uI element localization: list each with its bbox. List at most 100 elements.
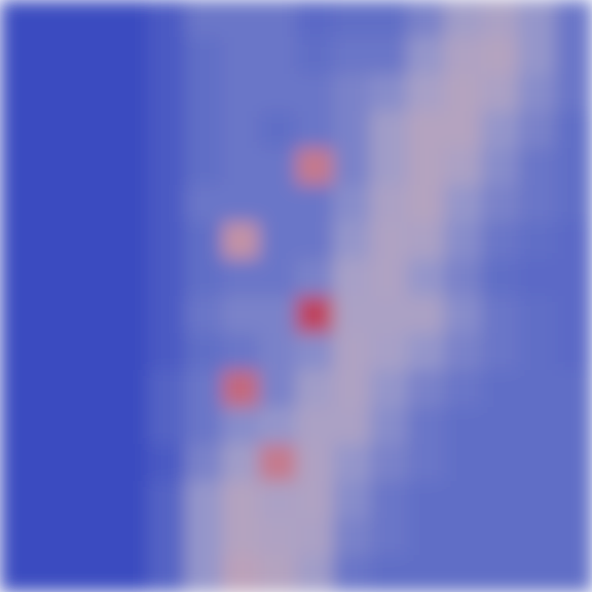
heatmap-cell <box>0 259 38 297</box>
heatmap-cell <box>111 444 149 482</box>
heatmap-cell <box>74 222 112 260</box>
heatmap-cell <box>444 518 482 556</box>
heatmap-cell <box>222 481 260 519</box>
heatmap-cell <box>555 407 592 445</box>
heatmap-cell <box>0 222 38 260</box>
heatmap-cell <box>518 37 556 75</box>
heatmap-cell <box>185 333 223 371</box>
heatmap-cell <box>555 555 592 592</box>
heatmap-cell <box>481 222 519 260</box>
heatmap-cell <box>222 444 260 482</box>
heatmap-cell <box>259 37 297 75</box>
heatmap-cell <box>333 148 371 186</box>
heatmap-cell <box>444 0 482 38</box>
heatmap-cell <box>74 481 112 519</box>
heatmap-cell <box>444 296 482 334</box>
heatmap-cell <box>0 407 38 445</box>
heatmap-cell <box>148 444 186 482</box>
heatmap-cell <box>37 0 75 38</box>
heatmap-cell <box>407 370 445 408</box>
heatmap-cell <box>444 222 482 260</box>
heatmap-cell <box>481 518 519 556</box>
heatmap-cell <box>407 222 445 260</box>
heatmap-cell <box>185 222 223 260</box>
heatmap-cell <box>185 555 223 592</box>
heatmap-cell <box>185 148 223 186</box>
heatmap-cell <box>481 74 519 112</box>
heatmap-cell <box>111 555 149 592</box>
heatmap-cell <box>37 444 75 482</box>
heatmap-cell <box>259 259 297 297</box>
heatmap-cell <box>370 111 408 149</box>
heatmap-cell <box>296 148 334 186</box>
heatmap-cell <box>481 370 519 408</box>
heatmap-cell <box>370 481 408 519</box>
heatmap-cell <box>259 296 297 334</box>
heatmap-cell <box>370 370 408 408</box>
heatmap-cell <box>185 0 223 38</box>
heatmap-cell <box>148 259 186 297</box>
heatmap-cell <box>0 370 38 408</box>
heatmap-cell <box>555 333 592 371</box>
heatmap-cell <box>333 222 371 260</box>
heatmap-cell <box>222 0 260 38</box>
heatmap-cell <box>111 481 149 519</box>
heatmap-cell <box>37 37 75 75</box>
heatmap-cell <box>185 296 223 334</box>
heatmap-cell <box>148 333 186 371</box>
heatmap-cell <box>518 185 556 223</box>
heatmap-cell <box>370 444 408 482</box>
heatmap-cell <box>37 222 75 260</box>
heatmap-cell <box>222 74 260 112</box>
heatmap-cell <box>185 407 223 445</box>
heatmap-cell <box>444 148 482 186</box>
heatmap-cell <box>259 74 297 112</box>
heatmap-cell <box>481 444 519 482</box>
heatmap-cell <box>370 185 408 223</box>
heatmap-cell <box>74 333 112 371</box>
heatmap-cell <box>444 555 482 592</box>
heatmap-cell <box>185 481 223 519</box>
heatmap-cell <box>481 37 519 75</box>
heatmap-cell <box>333 370 371 408</box>
heatmap-cell <box>370 148 408 186</box>
heatmap-cell <box>74 185 112 223</box>
heatmap-cell <box>259 555 297 592</box>
heatmap-cell <box>259 222 297 260</box>
heatmap-cell <box>518 259 556 297</box>
heatmap-cell <box>444 185 482 223</box>
heatmap-cell <box>518 333 556 371</box>
heatmap-cell <box>148 37 186 75</box>
heatmap-cell <box>407 518 445 556</box>
heatmap-cell <box>259 518 297 556</box>
heatmap-cell <box>407 333 445 371</box>
heatmap-cell <box>296 333 334 371</box>
heatmap-cell <box>333 555 371 592</box>
heatmap-cell <box>444 333 482 371</box>
heatmap-cell <box>518 111 556 149</box>
heatmap-cell <box>259 185 297 223</box>
heatmap-cell <box>407 185 445 223</box>
heatmap-cell <box>0 555 38 592</box>
heatmap-cell <box>407 37 445 75</box>
heatmap-cell <box>407 0 445 38</box>
heatmap-cell <box>74 37 112 75</box>
heatmap-cell <box>111 111 149 149</box>
heatmap-cell <box>148 111 186 149</box>
heatmap-cell <box>296 296 334 334</box>
heatmap-cell <box>0 481 38 519</box>
heatmap-cell <box>259 370 297 408</box>
heatmap-cell <box>37 259 75 297</box>
heatmap-cell <box>518 296 556 334</box>
heatmap-cell <box>0 111 38 149</box>
heatmap-cell <box>333 74 371 112</box>
heatmap-cell <box>111 296 149 334</box>
heatmap-cell <box>518 74 556 112</box>
heatmap-cell <box>481 296 519 334</box>
heatmap-cell <box>296 222 334 260</box>
heatmap-cell <box>555 518 592 556</box>
heatmap-cell <box>74 74 112 112</box>
heatmap-cell <box>222 37 260 75</box>
heatmap-cell <box>555 444 592 482</box>
heatmap-cell <box>74 296 112 334</box>
